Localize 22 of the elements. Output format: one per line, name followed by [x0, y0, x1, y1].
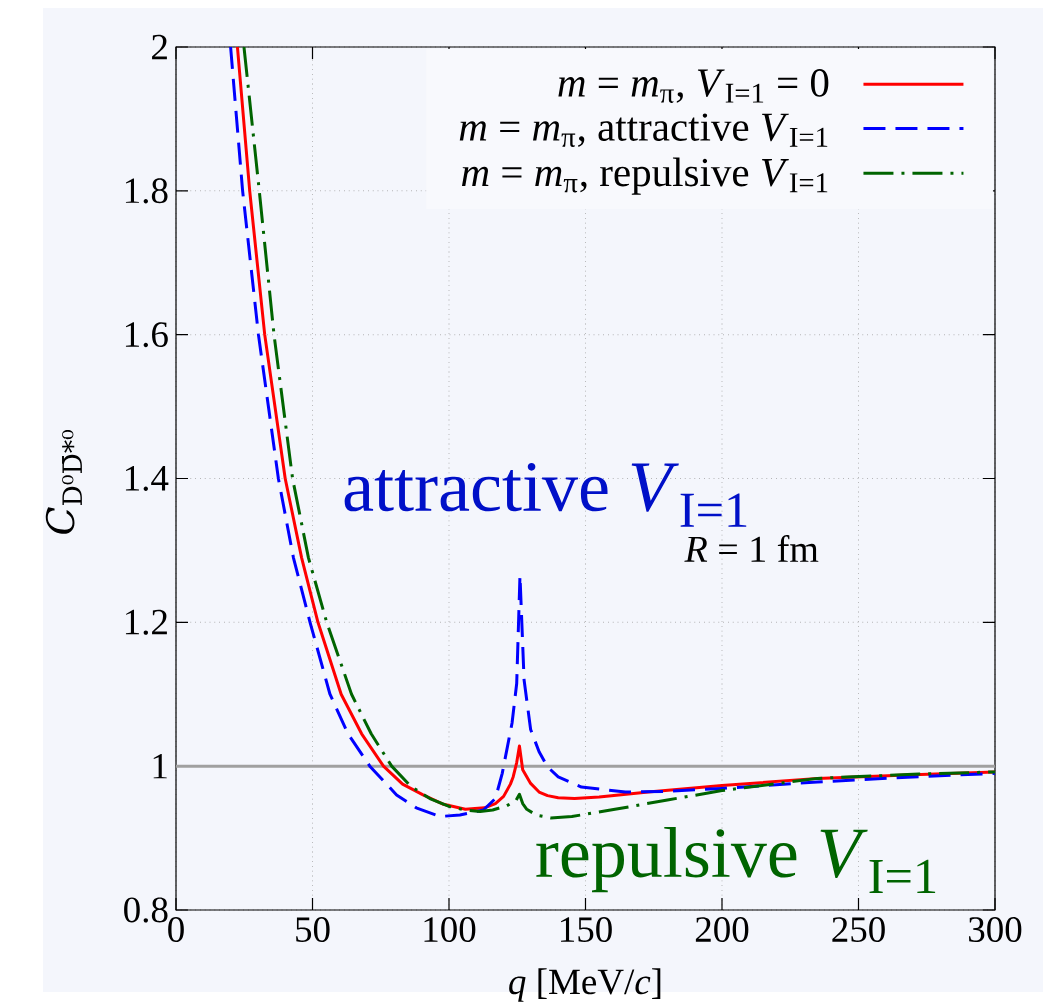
x-tick-label: 0 — [168, 917, 184, 943]
y-tick-label: 1.6 — [125, 322, 168, 348]
x-axis-title: q [MeV/c] — [509, 968, 661, 1002]
legend-label: m = m$_{π}$, V$_{I=1}$ = 0 — [558, 69, 829, 103]
y-tick-label: 0.8 — [124, 897, 168, 923]
y-tick-label: 1.8 — [125, 178, 168, 204]
x-tick-label: 200 — [695, 917, 749, 943]
annotation: attractive V$_{I=1}$ — [344, 462, 747, 527]
legend-label: m = m$_{π}$, attractive V$_{I=1}$ — [459, 113, 828, 148]
x-tick-label: 150 — [561, 917, 612, 943]
y-axis-title: C$_{D⁰D̄*⁰}$ — [45, 429, 82, 534]
x-tick-label: 50 — [296, 917, 330, 943]
y-tick-label: 1.2 — [125, 609, 167, 635]
x-tick-label: 100 — [424, 917, 476, 943]
x-tick-label: 300 — [969, 917, 1022, 943]
annotation: R = 1 fm — [684, 535, 819, 562]
annotation: repulsive V$_{I=1}$ — [536, 826, 936, 893]
y-tick-label: 1.4 — [125, 466, 169, 491]
y-tick-label: 2 — [152, 34, 167, 60]
legend-label: m = m$_{π}$, repulsive V$_{I=1}$ — [461, 157, 828, 195]
x-tick-label: 250 — [832, 917, 885, 943]
y-tick-label: 1 — [153, 753, 167, 779]
